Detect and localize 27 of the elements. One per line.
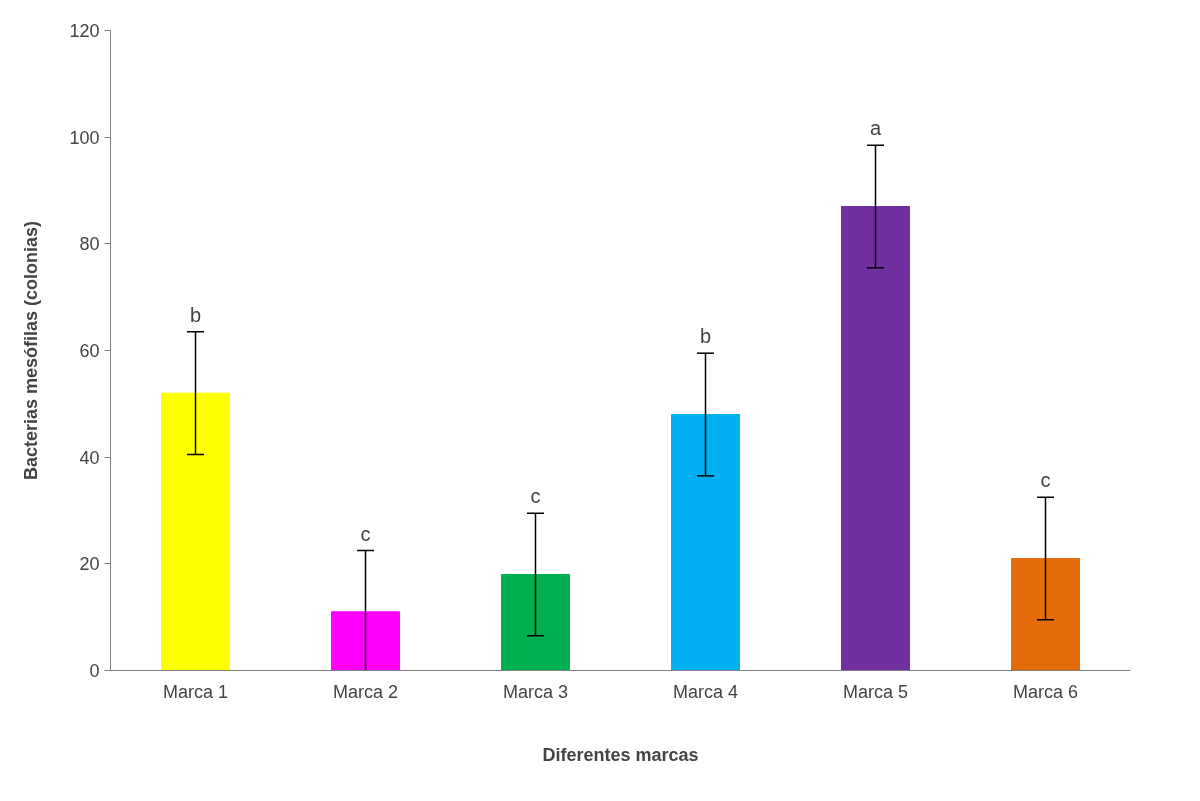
bar	[1011, 558, 1080, 671]
bar	[841, 206, 910, 671]
annotation: c	[1040, 469, 1051, 492]
bar	[671, 414, 740, 671]
y-tick-label: 120	[69, 21, 100, 41]
annotation: c	[360, 522, 371, 545]
x-tick-label: Marca 5	[842, 681, 909, 702]
y-tick-label: 20	[79, 554, 100, 575]
y-tick-label: 80	[79, 234, 100, 255]
annotation: c	[530, 485, 541, 508]
y-tick-label: 40	[79, 447, 100, 468]
x-tick-label: Marca 6	[1012, 681, 1079, 702]
bar	[331, 611, 400, 671]
x-axis-title: Diferentes marcas	[542, 744, 699, 765]
y-tick-label: 60	[79, 341, 100, 361]
annotation: a	[869, 117, 882, 140]
y-tick-label: 100	[69, 127, 100, 148]
y-axis-title: Bacterias mesófilas (colonias)	[21, 220, 42, 481]
annotation: b	[699, 325, 712, 348]
x-tick-label: Marca 1	[162, 681, 229, 702]
bar	[161, 392, 230, 671]
annotation: b	[189, 303, 202, 326]
y-tick-label: 0	[89, 661, 100, 681]
bar	[501, 574, 570, 671]
x-tick-label: Marca 4	[672, 681, 739, 702]
x-tick-label: Marca 3	[502, 681, 569, 702]
x-tick-label: Marca 2	[332, 681, 399, 702]
